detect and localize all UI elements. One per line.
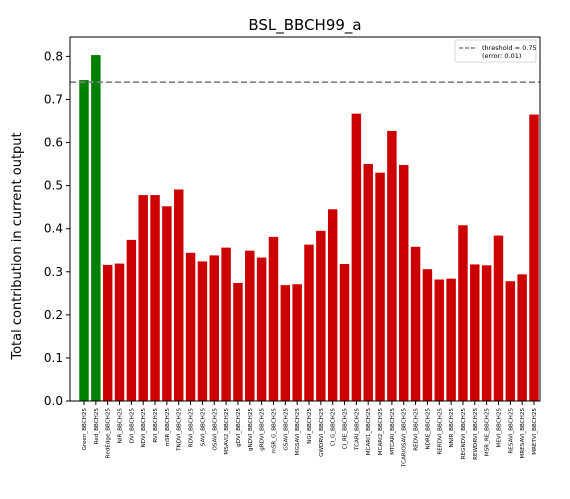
x-tick-label: MTCARI_BBCH25 [390,408,396,455]
bar-gRDVI_BBCH25 [257,258,266,401]
bar-NDRE_BBCH25 [423,269,432,401]
x-tick-label: CI_RE_BBCH25 [343,408,349,450]
bar-MSAVI2_BBCH25 [221,248,230,401]
bar-REDVI_BBCH25 [411,247,420,401]
x-tick-label: MGSAVI_BBCH25 [295,408,301,456]
x-tick-label: TCARI_BBCH25 [354,408,360,451]
bar-gNDVI_BBCH25 [245,251,254,401]
bar-mSR_BBCH25 [162,206,171,401]
x-tick-label: mSR_BBCH25 [165,408,171,447]
x-tick-label: RDVI_BBCH25 [189,408,195,448]
x-tick-label: Red_BBCH25 [94,408,100,445]
y-tick-label: 0.1 [44,351,63,365]
bar-NGI_BBCH25 [304,245,313,401]
y-axis-label: Total contribution in current output [10,132,25,360]
x-tick-label: CI_G_BBCH25 [331,408,337,447]
x-tick-label: RedEdge_BBCH25 [106,408,112,459]
x-tick-label: SAVI_BBCH25 [200,408,206,447]
bar-MTCARI_BBCH25 [387,131,396,401]
x-tick-label: MRETVI_BBCH25 [532,408,538,455]
x-tick-label: NNIR_BBCH25 [449,408,455,448]
bar-CI_RE_BBCH25 [340,264,349,401]
bar-NDVI_BBCH25 [138,195,147,401]
bar-REGNDVI_BBCH25 [458,225,467,401]
y-tick-label: 0.3 [44,265,63,279]
x-tick-label: REDVI_BBCH25 [414,408,420,451]
x-tick-label: NDRE_BBCH25 [425,408,431,450]
legend-label-line1: threshold = 0.75 [482,44,537,52]
x-tick-label: REWDRVI_BBCH25 [473,408,479,460]
legend-label-line2: (error: 0.01) [482,52,521,60]
x-tick-label: RESAVI_BBCH25 [508,408,514,454]
x-tick-label: RVI_BBCH25 [153,408,159,443]
x-tick-label: MSR_RE_BBCH25 [485,408,491,457]
x-tick-label: NGI_BBCH25 [307,408,313,444]
bar-RESAVI_BBCH25 [506,281,515,401]
bar-MEVI_BBCH25 [494,236,503,401]
x-tick-label: MCARI1_BBCH25 [366,408,372,456]
bar-RVI_BBCH25 [150,195,159,401]
x-tick-label: gDVI_BBCH25 [236,408,242,447]
bar-OSAVI_BBCH25 [210,255,219,401]
x-tick-label: OSAVI_BBCH25 [212,408,218,451]
bar-NNIR_BBCH25 [446,279,455,401]
x-tick-label: GWDRVI_BBCH25 [319,408,325,457]
x-tick-label: MEVI_BBCH25 [496,408,502,448]
x-tick-label: mSR_G_BBCH25 [271,408,277,454]
chart-title: BSL_BBCH99_a [248,16,361,35]
bar-MRETVI_BBCH25 [529,115,538,401]
bar-NIR_BBCH25 [115,264,124,401]
bar-SAVI_BBCH25 [198,261,207,401]
x-tick-label: GSAVI_BBCH25 [283,408,289,451]
bar-GSAVI_BBCH25 [281,285,290,401]
x-tick-label: RERDVI_BBCH25 [437,408,443,455]
bar-MSR_RE_BBCH25 [482,265,491,401]
x-tick-label: DVI_BBCH25 [129,408,135,444]
bar-TNDVI_BBCH25 [174,189,183,401]
y-tick-label: 0.7 [44,92,63,106]
x-tick-label: MSAVI2_BBCH25 [224,408,230,455]
y-tick-label: 0.4 [44,222,63,236]
bar-RedEdge_BBCH25 [103,265,112,401]
y-tick-label: 0.6 [44,136,63,150]
x-tick-label: MRESAVI_BBCH25 [520,408,526,459]
bar-mSR_G_BBCH25 [269,237,278,401]
bar-gDVI_BBCH25 [233,283,242,401]
bar-MRESAVI_BBCH25 [517,274,526,401]
x-tick-label: MCARI2_BBCH25 [378,408,384,456]
bar-GWDRVI_BBCH25 [316,231,325,401]
x-tick-label: NDVI_BBCH25 [141,408,147,448]
x-tick-label: TCARIOSAVI_BBCH25 [402,408,408,468]
x-tick-label: REGNDVI_BBCH25 [461,408,467,460]
plot-area: 0.0 0.1 0.2 0.3 0.4 0.5 0.6 0.7 0.8 Green_BBCH25 R… [44,37,540,468]
x-tick-label: gRDVI_BBCH25 [260,408,266,451]
bar-DVI_BBCH25 [127,240,136,401]
bar-MCARI2_BBCH25 [375,173,384,401]
x-tick-label: TNDVI_BBCH25 [177,408,183,452]
bar-MGSAVI_BBCH25 [292,284,301,401]
x-tick-label: Green_BBCH25 [82,408,88,451]
bar-MCARI1_BBCH25 [363,164,372,401]
bar-RERDVI_BBCH25 [435,280,444,401]
y-tick-label: 0.0 [44,394,63,408]
y-tick-label: 0.5 [44,179,63,193]
y-tick-label: 0.2 [44,308,63,322]
x-tick-label: gNDVI_BBCH25 [248,408,254,451]
bar-RDVI_BBCH25 [186,253,195,401]
bar-Green_BBCH25 [79,80,88,401]
y-tick-label: 0.8 [44,49,63,63]
x-tick-label: NIR_BBCH25 [118,408,124,444]
bar-TCARIOSAVI_BBCH25 [399,165,408,401]
bar-CI_G_BBCH25 [328,209,337,401]
bar-REWDRVI_BBCH25 [470,264,479,401]
bar-Red_BBCH25 [91,55,100,401]
bar-TCARI_BBCH25 [352,114,361,401]
